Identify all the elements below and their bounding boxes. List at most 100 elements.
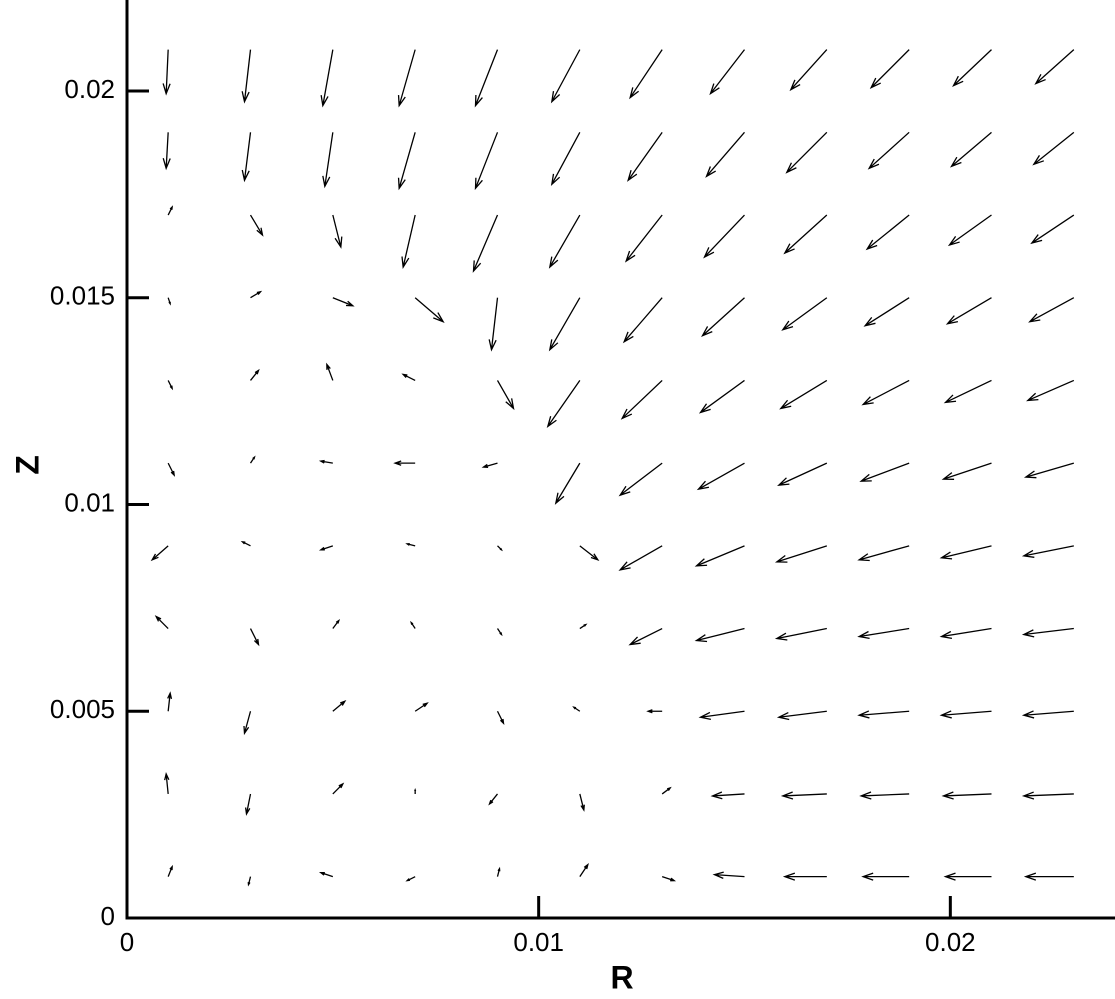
vector-arrow — [943, 379, 992, 404]
vector-arrow — [620, 379, 663, 420]
vector-arrow — [249, 214, 264, 237]
vector-arrow — [572, 706, 581, 712]
vector-arrow — [497, 545, 503, 552]
vector-arrow — [1032, 131, 1075, 166]
vector-arrow — [488, 297, 499, 352]
x-tick-label: 0.01 — [513, 927, 564, 957]
x-axis-title: R — [610, 959, 633, 995]
vector-arrow — [397, 49, 416, 108]
vector-arrow — [646, 709, 663, 714]
vector-arrow — [1034, 49, 1075, 85]
vector-arrow — [154, 615, 169, 630]
vector-arrow — [779, 379, 828, 410]
vector-arrow — [941, 462, 992, 480]
vector-arrow — [244, 793, 252, 816]
vector-arrow — [167, 380, 174, 391]
vector-arrow — [694, 545, 745, 567]
vector-arrow — [496, 710, 505, 726]
vector-arrow — [164, 771, 170, 795]
vector-arrow — [496, 380, 515, 411]
vector-arrow — [167, 297, 171, 306]
vector-arrow — [162, 132, 171, 171]
vector-arrow — [859, 462, 910, 482]
vector-arrow — [401, 214, 416, 269]
vector-arrow — [167, 462, 176, 477]
vector-arrow — [332, 618, 341, 629]
vector-arrow — [550, 49, 581, 104]
vector-arrow — [861, 872, 910, 881]
vector-arrow — [1021, 710, 1074, 719]
vector-arrow — [857, 627, 910, 640]
vector-arrow — [857, 710, 910, 719]
vector-arrow — [1028, 297, 1075, 323]
vector-arrow — [774, 545, 828, 563]
vector-field — [150, 49, 1075, 887]
vector-arrow — [249, 368, 260, 381]
vector-arrow — [661, 786, 672, 795]
vector-arrow — [705, 131, 745, 178]
vector-arrow — [167, 864, 173, 877]
vector-arrow — [554, 462, 581, 505]
vector-arrow — [624, 214, 663, 263]
vector-arrow — [869, 49, 910, 90]
vector-arrow — [945, 297, 992, 325]
vector-arrow — [167, 205, 174, 216]
vector-arrow — [627, 131, 663, 182]
vector-arrow — [950, 131, 992, 168]
vector-arrow — [939, 710, 992, 719]
x-tick-label: 0 — [120, 927, 134, 957]
vector-arrow — [332, 699, 347, 712]
vector-arrow — [414, 702, 429, 712]
vector-arrow — [167, 691, 173, 712]
x-tick-label: 0.02 — [925, 927, 976, 957]
vector-arrow — [1026, 379, 1075, 402]
y-tick-label: 0.01 — [64, 487, 115, 517]
vector-arrow — [781, 297, 828, 331]
vector-arrow — [550, 132, 581, 187]
vector-arrow — [474, 132, 499, 191]
vector-arrow — [241, 132, 252, 183]
vector-arrow — [861, 379, 910, 406]
vector-arrow — [777, 462, 828, 486]
vector-arrow — [472, 214, 499, 273]
vector-arrow — [1030, 214, 1075, 245]
vector-arrow — [240, 540, 251, 547]
vector-arrow — [318, 871, 334, 878]
vector-arrow — [397, 132, 416, 191]
axes: 0 0.005 0.01 0.015 0.02 0 0.01 0.02 — [50, 0, 1115, 957]
vector-arrow — [628, 627, 663, 646]
vector-arrow — [405, 542, 416, 547]
vector-arrow — [332, 782, 345, 795]
y-axis-title: Z — [9, 455, 45, 475]
vector-arrow — [1023, 462, 1075, 479]
vector-arrow — [488, 793, 499, 806]
vector-arrow — [698, 710, 745, 720]
vector-arrow — [701, 297, 745, 338]
vector-arrow — [318, 545, 334, 551]
vector-arrow — [952, 49, 992, 87]
vector-arrow — [712, 871, 745, 879]
vector-arrow — [579, 793, 585, 812]
vector-arrow — [703, 214, 745, 259]
vector-arrow — [579, 545, 600, 562]
vector-arrow — [865, 214, 910, 251]
vector-arrow — [162, 49, 171, 96]
vector-arrow — [414, 297, 445, 324]
vector-arrow — [939, 545, 992, 560]
vector-arrow — [785, 131, 828, 174]
vector-arrow — [405, 876, 416, 882]
vector-arrow — [401, 373, 416, 382]
vector-arrow — [326, 362, 334, 381]
vector-arrow — [318, 459, 333, 464]
vector-arrow — [782, 872, 827, 881]
vector-arrow — [546, 380, 581, 429]
vector-arrow — [696, 462, 745, 491]
vector-arrow — [481, 462, 498, 469]
vector-arrow — [947, 214, 992, 247]
vector-arrow — [709, 49, 746, 96]
vector-arrow — [941, 791, 992, 800]
vector-arrow — [1021, 545, 1074, 558]
y-tick-label: 0 — [101, 901, 115, 931]
